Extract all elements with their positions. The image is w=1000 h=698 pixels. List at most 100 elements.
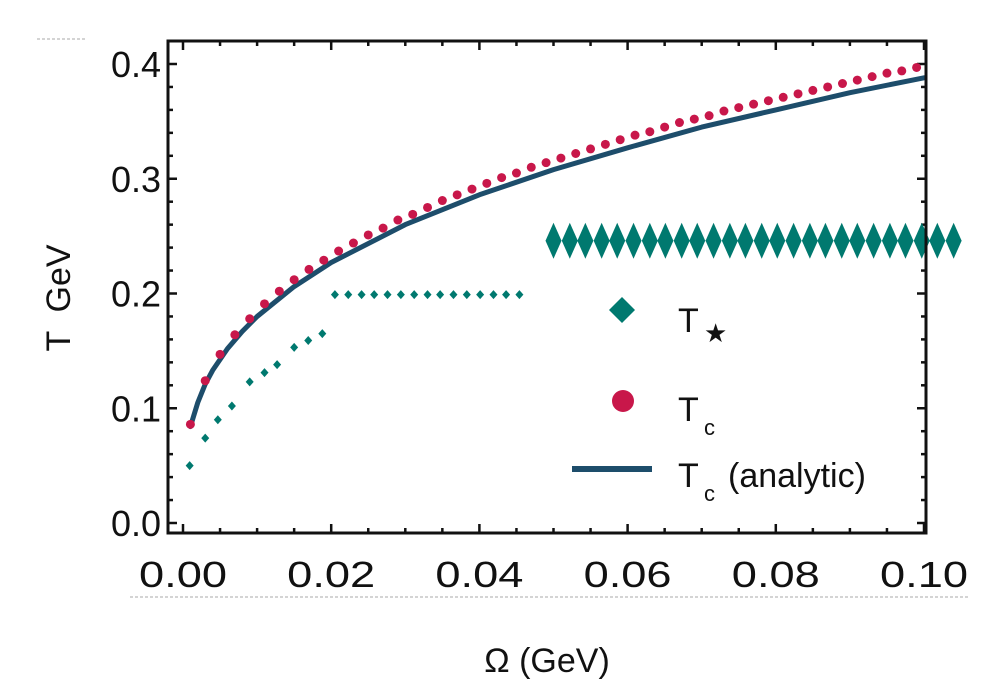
tstar-point: [705, 222, 722, 259]
tstar-point: [641, 222, 658, 259]
tstar-point: [227, 401, 236, 411]
tstar-point: [609, 222, 626, 259]
x-tick-label: 0.04: [435, 554, 523, 595]
legend-label: T: [678, 302, 699, 340]
tc-point: [600, 139, 610, 149]
tc-point: [452, 190, 462, 200]
tstar-point: [260, 368, 269, 378]
legend-item: T ★: [609, 297, 727, 348]
legend-label: T: [678, 457, 699, 495]
tc-point: [304, 264, 314, 274]
series-tc-analytic-: [187, 75, 927, 430]
tc-point: [630, 130, 640, 140]
tc-point: [319, 255, 329, 265]
tc-point: [437, 196, 447, 206]
tstar-point: [370, 290, 379, 300]
y-tick-labels: 0.0 0.1 0.2 0.3 0.4: [111, 44, 161, 544]
tc-point: [837, 79, 847, 89]
tc-point: [334, 246, 344, 256]
tc-point: [289, 275, 299, 285]
tstar-point: [344, 290, 353, 300]
tc-point: [378, 223, 388, 233]
y-tick-label: 0.3: [111, 159, 161, 200]
tstar-point: [817, 222, 834, 259]
tstar-point: [273, 360, 282, 370]
tc-point: [808, 85, 818, 95]
tc-point: [882, 68, 892, 78]
y-tick-label: 0.0: [111, 503, 161, 544]
legend-subscript: c: [704, 415, 715, 440]
tstar-point: [304, 336, 313, 346]
tc-point: [467, 184, 477, 194]
tstar-point: [673, 222, 690, 259]
tc-point: [541, 158, 551, 168]
series-tc: [185, 62, 922, 429]
tc-point: [719, 106, 729, 116]
tstar-point: [625, 222, 642, 259]
tc-point: [704, 111, 714, 121]
y-tick-label: 0.1: [111, 388, 161, 429]
tstar-point: [897, 222, 914, 259]
tstar-point: [833, 222, 850, 259]
tstar-point: [769, 222, 786, 259]
tstar-point: [881, 222, 898, 259]
tstar-point: [449, 290, 458, 300]
tc-point: [793, 89, 803, 99]
x-tick-label: 0.08: [732, 554, 820, 595]
tstar-point: [545, 222, 562, 259]
tstar-point: [721, 222, 738, 259]
tstar-point: [657, 222, 674, 259]
tc-point: [230, 330, 240, 340]
legend-suffix: (analytic): [728, 457, 866, 495]
series-t-: [185, 222, 962, 471]
x-tick-label: 0.02: [287, 554, 375, 595]
tstar-point: [785, 222, 802, 259]
tc-point: [185, 419, 195, 429]
x-tick-labels: 0.00 0.02 0.04 0.06 0.08 0.10: [139, 554, 968, 595]
tstar-point: [515, 290, 524, 300]
tstar-point: [593, 222, 610, 259]
tc-point: [674, 118, 684, 128]
tc-point: [734, 103, 744, 113]
tc-point: [245, 314, 255, 324]
tc-point: [615, 135, 625, 145]
tc-point: [215, 349, 225, 359]
tc-point: [852, 75, 862, 85]
tc-point: [763, 96, 773, 106]
tstar-point: [383, 290, 392, 300]
tstar-point: [396, 290, 405, 300]
tstar-point: [290, 342, 299, 352]
tc-point: [571, 149, 581, 159]
tc-point: [423, 202, 433, 212]
tc-point: [274, 286, 284, 296]
tstar-point: [737, 222, 754, 259]
tstar-point: [357, 290, 366, 300]
tstar-point: [436, 290, 445, 300]
tstar-point: [185, 461, 194, 471]
legend-circle-icon: [612, 390, 634, 412]
tstar-point: [865, 222, 882, 259]
tstar-point: [330, 290, 339, 300]
tc-point: [749, 99, 759, 109]
analytic-line: [187, 75, 927, 430]
tstar-point: [318, 329, 327, 339]
tstar-point: [201, 433, 210, 443]
legend: T ★T cT c (analytic): [572, 297, 866, 506]
y-tick-label: 0.2: [111, 274, 161, 315]
x-axis-title: Ω (GeV): [484, 642, 610, 680]
tc-point: [348, 238, 358, 248]
tstar-point: [689, 222, 706, 259]
tstar-point: [476, 290, 485, 300]
tstar-point: [502, 290, 511, 300]
tstar-point: [561, 222, 578, 259]
tc-point: [408, 209, 418, 219]
y-axis-title: T GeV: [40, 244, 78, 351]
tstar-point: [213, 415, 222, 425]
tc-point: [912, 62, 922, 72]
tc-point: [482, 178, 492, 188]
tstar-point: [753, 222, 770, 259]
tc-point: [645, 127, 655, 137]
tstar-point: [489, 290, 498, 300]
